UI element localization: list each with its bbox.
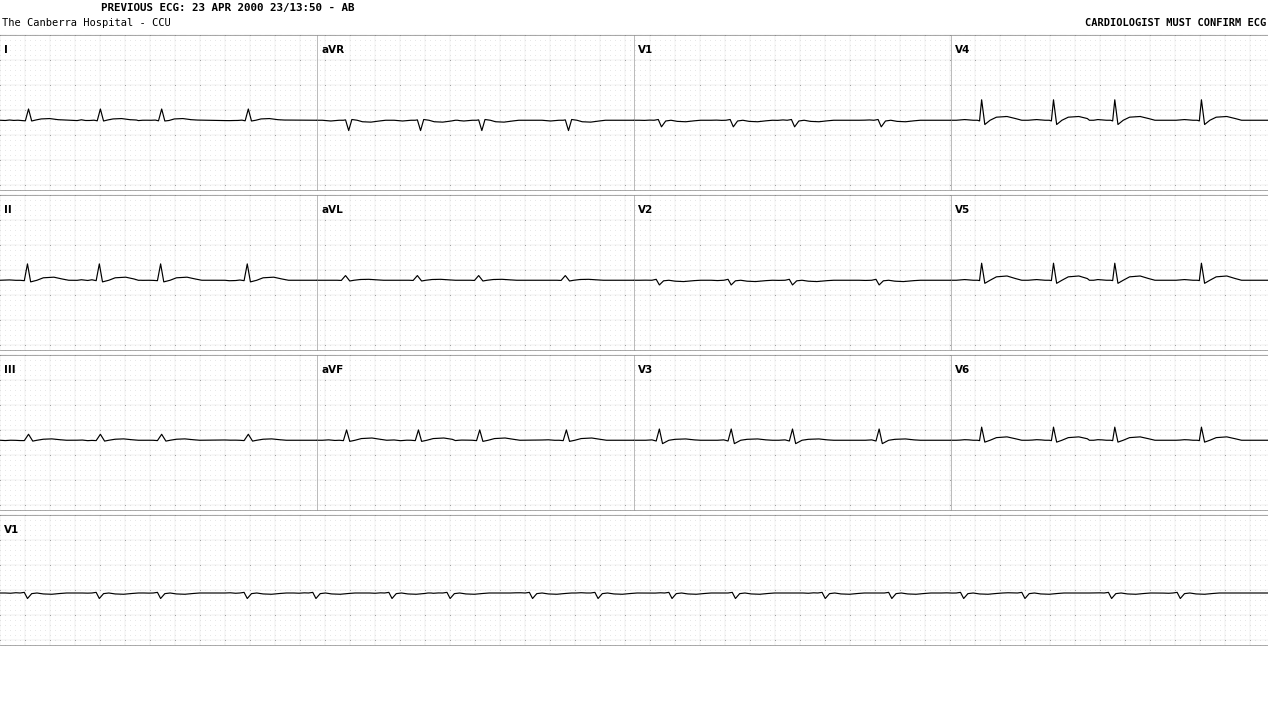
Text: III: III (4, 365, 15, 375)
Text: PREVIOUS ECG: 23 APR 2000 23/13:50 - AB: PREVIOUS ECG: 23 APR 2000 23/13:50 - AB (101, 3, 355, 13)
Text: V6: V6 (955, 365, 970, 375)
Text: aVF: aVF (321, 365, 344, 375)
Text: aVL: aVL (321, 205, 342, 215)
Text: aVR: aVR (321, 45, 344, 55)
Text: V4: V4 (955, 45, 970, 55)
Text: CARDIOLOGIST MUST CONFIRM ECG: CARDIOLOGIST MUST CONFIRM ECG (1084, 18, 1265, 28)
Text: The Canberra Hospital - CCU: The Canberra Hospital - CCU (3, 18, 171, 28)
Text: V5: V5 (955, 205, 970, 215)
Text: V2: V2 (638, 205, 653, 215)
Text: II: II (4, 205, 11, 215)
Text: V3: V3 (638, 365, 653, 375)
Text: V1: V1 (638, 45, 653, 55)
Text: V1: V1 (4, 525, 19, 535)
Text: I: I (4, 45, 8, 55)
